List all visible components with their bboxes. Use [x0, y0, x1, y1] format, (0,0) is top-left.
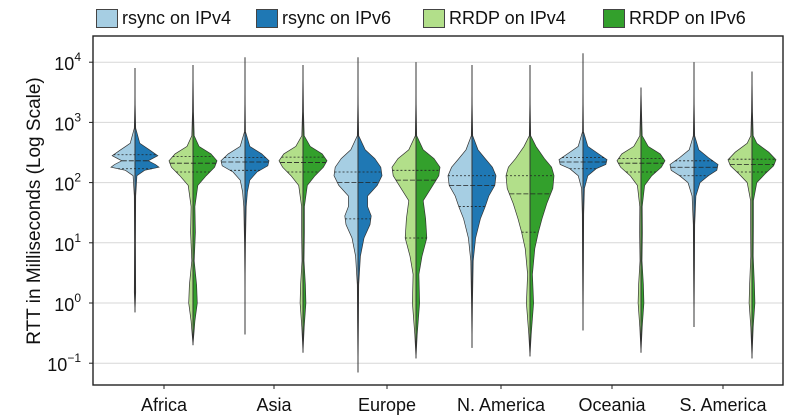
legend-swatch-rrdp-ipv4 — [423, 8, 445, 28]
violin-oceania-rrdp-ipv6 — [640, 87, 666, 353]
legend-swatch-rrdp-ipv6 — [603, 8, 625, 28]
violin-oceania-rsync-ipv6 — [582, 53, 608, 331]
violin-europe-rrdp-ipv6 — [415, 62, 441, 359]
violin-asia-rrdp-ipv4 — [278, 64, 304, 353]
y-tick-label-0: 10−1 — [47, 351, 81, 375]
legend-item-rrdp-ipv6: RRDP on IPv6 — [603, 7, 746, 29]
violin-europe-rsync-ipv4 — [333, 57, 359, 373]
violin-oceania-rrdp-ipv4 — [616, 87, 642, 353]
violin-asia-rsync-ipv4 — [220, 57, 246, 335]
violin-n-america-rrdp-ipv6 — [529, 64, 555, 357]
legend-swatch-rsync-ipv4 — [96, 8, 118, 28]
violin-africa-rsync-ipv4 — [110, 67, 136, 313]
y-tick-label-1: 100 — [54, 291, 81, 315]
violin-africa-rrdp-ipv4 — [168, 64, 194, 346]
violin-s-america-rrdp-ipv6 — [751, 71, 777, 359]
y-ticks: 10−1 100 101 102 103 104 — [47, 50, 93, 375]
y-tick-label-5: 104 — [54, 50, 81, 74]
violin-s-america-rrdp-ipv4 — [727, 71, 753, 359]
x-tick-label-asia: Asia — [256, 395, 292, 415]
legend-label-rrdp-ipv6: RRDP on IPv6 — [629, 7, 746, 28]
y-tick-label-4: 103 — [54, 110, 81, 134]
violins — [110, 53, 777, 373]
plot-frame — [92, 35, 784, 386]
x-ticks: Africa Asia Europe N. America Oceania S. Amer… — [141, 385, 768, 415]
legend-item-rrdp-ipv4: RRDP on IPv4 — [423, 7, 566, 29]
violin-n-america-rrdp-ipv4 — [505, 64, 531, 357]
legend-swatch-rsync-ipv6 — [256, 8, 278, 28]
violin-asia-rrdp-ipv6 — [302, 64, 328, 353]
x-tick-label-europe: Europe — [358, 395, 416, 415]
violin-asia-rsync-ipv6 — [244, 57, 270, 335]
x-tick-label-s-america: S. America — [679, 395, 767, 415]
grid — [93, 61, 783, 364]
x-tick-label-n-america: N. America — [457, 395, 546, 415]
legend-item-rsync-ipv6: rsync on IPv6 — [256, 7, 391, 29]
violin-africa-rrdp-ipv6 — [192, 64, 218, 346]
y-axis-label: RTT in Milliseconds (Log Scale) — [24, 77, 45, 345]
violin-s-america-rsync-ipv6 — [693, 62, 719, 328]
legend-item-rsync-ipv4: rsync on IPv4 — [96, 7, 231, 29]
legend-label-rsync-ipv6: rsync on IPv6 — [282, 7, 392, 28]
violin-europe-rsync-ipv6 — [357, 57, 383, 373]
y-tick-label-3: 102 — [54, 171, 81, 195]
violin-africa-rsync-ipv6 — [134, 67, 160, 313]
violin-s-america-rsync-ipv4 — [669, 62, 695, 328]
legend-label-rsync-ipv4: rsync on IPv4 — [122, 7, 232, 28]
legend: rsync on IPv4 rsync on IPv6 RRDP on IPv4… — [96, 4, 786, 32]
x-tick-label-oceania: Oceania — [578, 395, 646, 415]
violin-oceania-rsync-ipv4 — [558, 53, 584, 331]
y-tick-label-2: 101 — [54, 231, 81, 255]
legend-label-rrdp-ipv4: RRDP on IPv4 — [449, 7, 566, 28]
violin-europe-rrdp-ipv4 — [391, 62, 417, 359]
x-tick-label-africa: Africa — [141, 395, 188, 415]
